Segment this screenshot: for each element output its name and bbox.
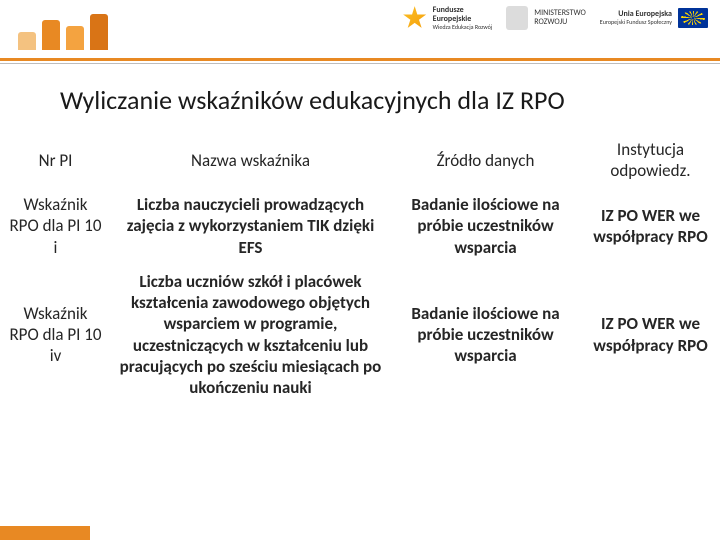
deco-bar bbox=[42, 20, 60, 50]
indicators-table: Nr PI Nazwa wskaźnika Źródło danych Inst… bbox=[0, 132, 720, 405]
eu-flag-icon bbox=[678, 8, 708, 28]
cell-nr-pi: Wskaźnik RPO dla PI 10 iv bbox=[1, 264, 111, 405]
logo-fe-text: Fundusze Europejskie Wiedza Edukacja Roz… bbox=[433, 6, 493, 30]
star-icon bbox=[403, 6, 427, 30]
logo-eu: Unia Europejska Europejski Fundusz Społe… bbox=[600, 8, 708, 28]
divider-thin bbox=[0, 63, 720, 64]
cell-instytucja: IZ PO WER we współpracy RPO bbox=[581, 188, 720, 265]
logos-row: Fundusze Europejskie Wiedza Edukacja Roz… bbox=[403, 6, 708, 30]
logo-ministry-text: MINISTERSTWO ROZWOJU bbox=[534, 9, 586, 27]
table-header-row: Nr PI Nazwa wskaźnika Źródło danych Inst… bbox=[1, 133, 720, 188]
eagle-icon bbox=[506, 6, 528, 30]
page-title: Wyliczanie wskaźników edukacyjnych dla I… bbox=[0, 74, 720, 132]
cell-nazwa: Liczba uczniów szkół i placówek kształce… bbox=[111, 264, 391, 405]
col-header-zrodlo: Źródło danych bbox=[391, 133, 581, 188]
header-bar: Fundusze Europejskie Wiedza Edukacja Roz… bbox=[0, 0, 720, 58]
cell-zrodlo: Badanie ilościowe na próbie uczestników … bbox=[391, 188, 581, 265]
col-header-nr-pi: Nr PI bbox=[1, 133, 111, 188]
footer-accent-bar bbox=[0, 526, 90, 540]
col-header-nazwa: Nazwa wskaźnika bbox=[111, 133, 391, 188]
deco-bar bbox=[18, 32, 36, 50]
table-row: Wskaźnik RPO dla PI 10 i Liczba nauczyci… bbox=[1, 188, 720, 265]
cell-zrodlo: Badanie ilościowe na próbie uczestników … bbox=[391, 264, 581, 405]
cell-nr-pi: Wskaźnik RPO dla PI 10 i bbox=[1, 188, 111, 265]
logo-ministry: MINISTERSTWO ROZWOJU bbox=[506, 6, 586, 30]
cell-instytucja: IZ PO WER we współpracy RPO bbox=[581, 264, 720, 405]
logo-fundusze: Fundusze Europejskie Wiedza Edukacja Roz… bbox=[403, 6, 493, 30]
divider-thick bbox=[0, 58, 720, 61]
logo-eu-text: Unia Europejska Europejski Fundusz Społe… bbox=[600, 10, 672, 25]
cell-nazwa: Liczba nauczycieli prowadzących zajęcia … bbox=[111, 188, 391, 265]
deco-bar bbox=[66, 26, 84, 50]
table-row: Wskaźnik RPO dla PI 10 iv Liczba uczniów… bbox=[1, 264, 720, 405]
deco-bar bbox=[90, 14, 108, 50]
decorative-bars bbox=[18, 10, 108, 50]
col-header-instytucja: Instytucja odpowiedz. bbox=[581, 133, 720, 188]
